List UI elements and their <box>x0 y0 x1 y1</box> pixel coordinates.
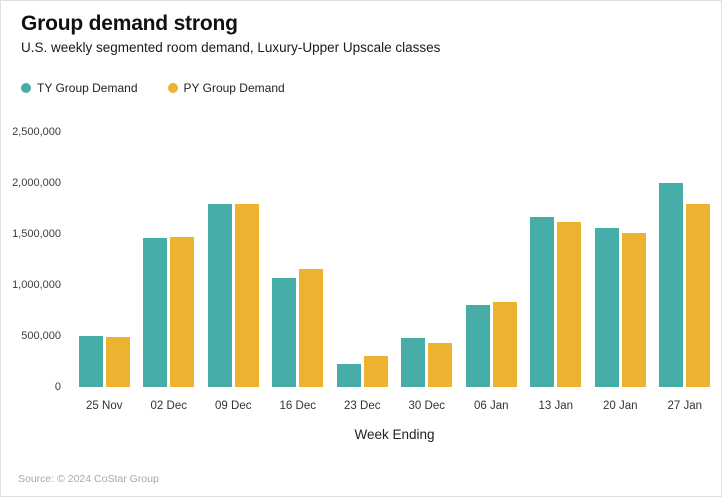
legend-label: PY Group Demand <box>183 81 285 95</box>
bar-group-09-dec <box>201 132 266 387</box>
x-tick-label: 20 Jan <box>602 400 638 412</box>
bar-group-27-jan <box>653 132 718 387</box>
bar-group-13-jan <box>524 132 589 387</box>
bar-group-23-dec <box>330 132 395 387</box>
bar-group-06-jan <box>459 132 524 387</box>
source-note: Source: © 2024 CoStar Group <box>18 473 159 485</box>
legend-item-py: PY Group Demand <box>167 81 285 95</box>
py-bar-16-dec <box>299 268 324 387</box>
y-tick-label: 500,000 <box>21 330 61 342</box>
ty-bar-23-dec <box>336 363 361 387</box>
ty-bar-20-jan <box>594 228 619 387</box>
chart-title: Group demand strong <box>21 12 238 35</box>
x-axis: 25 Nov 02 Dec 09 Dec 16 Dec 23 Dec 30 Dec 06 J… <box>72 400 717 412</box>
x-tick-label: 02 Dec <box>150 400 187 412</box>
x-tick-label: 16 Dec <box>279 400 316 412</box>
py-bar-25-nov <box>105 336 130 387</box>
x-tick-label: 27 Jan <box>667 400 703 412</box>
bar-group-30-dec <box>395 132 460 387</box>
y-axis: 0 500,000 1,000,000 1,500,000 2,000,000 2,500… <box>1 1 61 496</box>
x-tick-label: 25 Nov <box>86 400 123 412</box>
x-tick-label: 23 Dec <box>344 400 381 412</box>
legend-dot-icon <box>21 83 31 93</box>
ty-bar-25-nov <box>78 336 103 387</box>
legend-label: TY Group Demand <box>37 81 138 95</box>
ty-bar-02-dec <box>143 238 168 387</box>
plot-area <box>72 132 717 387</box>
legend-dot-icon <box>167 83 178 93</box>
ty-bar-13-jan <box>530 216 555 387</box>
chart-subtitle: U.S. weekly segmented room demand, Luxur… <box>21 40 441 55</box>
ty-bar-16-dec <box>272 278 297 387</box>
y-tick-label: 1,000,000 <box>12 279 61 291</box>
y-tick-label: 2,000,000 <box>12 177 61 189</box>
x-axis-title: Week Ending <box>354 427 435 442</box>
py-bar-02-dec <box>170 237 195 387</box>
ty-bar-06-jan <box>465 304 490 387</box>
y-tick-label: 1,500,000 <box>12 228 61 240</box>
ty-bar-30-dec <box>401 338 426 387</box>
py-bar-30-dec <box>428 343 453 387</box>
bar-group-02-dec <box>137 132 202 387</box>
y-tick-label: 2,500,000 <box>12 126 61 138</box>
x-tick-label: 30 Dec <box>408 400 445 412</box>
bar-group-20-jan <box>588 132 653 387</box>
py-bar-20-jan <box>621 232 646 387</box>
legend: TY Group Demand PY Group Demand <box>21 81 285 95</box>
bar-group-25-nov <box>72 132 137 387</box>
legend-item-ty: TY Group Demand <box>21 81 138 95</box>
ty-bar-09-dec <box>207 203 232 387</box>
py-bar-27-jan <box>686 203 711 387</box>
x-tick-label: 09 Dec <box>215 400 252 412</box>
x-tick-label: 06 Jan <box>473 400 509 412</box>
py-bar-09-dec <box>234 204 259 387</box>
py-bar-13-jan <box>557 221 582 387</box>
ty-bar-27-jan <box>659 183 684 387</box>
y-tick-label: 0 <box>54 381 61 393</box>
py-bar-06-jan <box>492 301 517 387</box>
py-bar-23-dec <box>363 356 388 387</box>
bar-group-16-dec <box>266 132 331 387</box>
x-tick-label: 13 Jan <box>538 400 574 412</box>
